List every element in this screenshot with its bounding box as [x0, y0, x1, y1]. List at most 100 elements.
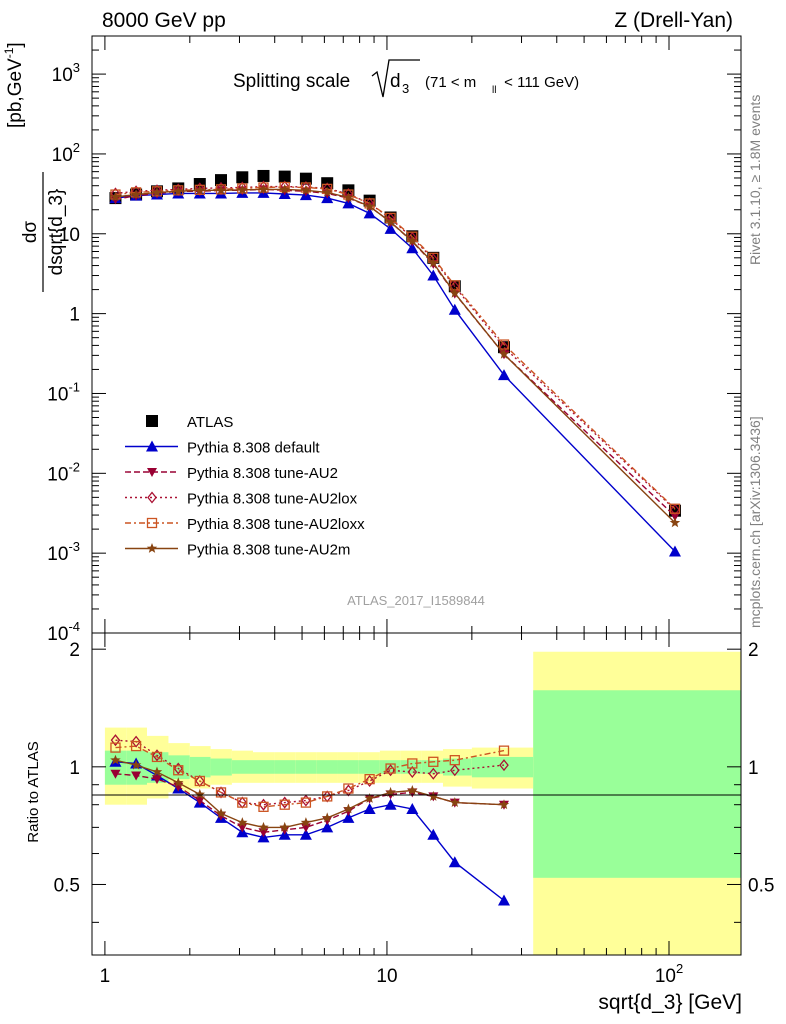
point-au2m [279, 821, 290, 832]
legend-label-au2loxx: Pythia 8.308 tune-AU2loxx [187, 516, 365, 533]
point-au2loxx [279, 799, 290, 810]
x-tick-label-2: 102 [655, 961, 683, 987]
point-au2loxx [215, 787, 227, 798]
ratio-y-tick-label-left-2: 2 [69, 640, 80, 661]
point-au2loxx [669, 503, 681, 514]
point-au2loxx [385, 763, 396, 774]
ratio-y-tick-label-left-0: 0.5 [54, 875, 80, 896]
x-tick-label-0: 1 [100, 966, 111, 987]
point-au2loxx [428, 756, 439, 767]
ratio-uncertainty-bands [104, 651, 741, 955]
point-au2lox [499, 759, 509, 772]
point-au2lox [670, 503, 680, 516]
x-axis-label: sqrt{d_3} [GeV] [598, 991, 742, 1014]
point-data [299, 172, 312, 185]
main-y-tick-label-3: 10-1 [47, 379, 80, 405]
point-au2loxx [322, 791, 333, 802]
point-au2loxx [258, 801, 269, 812]
point-au2m [343, 192, 354, 202]
band-inner-10 [316, 760, 338, 774]
point-au2lox [258, 798, 269, 811]
point-au2loxx [130, 740, 142, 752]
band-inner-6 [231, 760, 253, 774]
plot-title-symbol-sub: 3 [402, 81, 409, 96]
point-au2loxx [300, 797, 312, 808]
point-au2m [498, 348, 510, 359]
point-au2loxx [173, 185, 184, 196]
point-default [406, 242, 419, 254]
series-line-au2loxx [115, 745, 505, 808]
main-panel-series [109, 169, 681, 557]
mcplots-reference-label: mcplots.cern.ch [arXiv:1306.3436] [747, 416, 763, 628]
point-au2m [110, 191, 121, 202]
legend-marker-au2 [147, 468, 157, 477]
point-default [299, 828, 312, 840]
point-au2m [322, 812, 333, 823]
point-au2lox [407, 765, 418, 779]
point-default [448, 303, 461, 315]
band-inner-7 [252, 760, 275, 774]
main-y-tick-label-1: 10-3 [47, 539, 80, 565]
point-au2m [173, 185, 184, 196]
point-au2m [258, 183, 269, 194]
point-au2m [237, 817, 248, 827]
rivet-version-label: Rivet 3.1.10, ≥ 1.8M events [747, 95, 763, 265]
point-default [668, 545, 681, 557]
point-data [278, 170, 291, 183]
point-au2lox [364, 774, 375, 788]
point-au2m [151, 766, 163, 777]
y-label-denominator: dsqrt{d_3} [46, 189, 67, 276]
point-au2 [110, 769, 121, 779]
point-au2m [322, 186, 333, 197]
point-au2loxx [449, 755, 460, 766]
point-au2loxx [151, 751, 163, 763]
band-inner-0 [104, 750, 127, 785]
point-au2m [215, 807, 227, 818]
band-inner-18 [533, 690, 741, 878]
main-y-tick-label-7: 103 [52, 60, 80, 86]
point-au2m [300, 817, 312, 827]
y-label-unit: [pb,GeV-1] [2, 42, 26, 128]
main-y-tick-label-4: 1 [69, 305, 80, 326]
legend: ATLAS Pythia 8.308 default Pythia 8.308 tu… [125, 414, 365, 559]
legend-marker-default [146, 440, 158, 452]
point-au2 [151, 775, 162, 785]
series-line-au2 [115, 773, 505, 834]
legend-marker-au2m [146, 543, 158, 553]
ratio-panel-series [109, 734, 510, 906]
plot-title-main: Splitting scale [233, 71, 350, 92]
main-y-tick-label-2: 10-2 [47, 459, 80, 485]
plot-title-cut-tail: < 111 GeV) [500, 74, 579, 91]
plot-title-cut-sub: ll [492, 85, 496, 96]
legend-marker-au2loxx [146, 517, 158, 529]
point-au2 [110, 195, 121, 205]
analysis-id-watermark: ATLAS_2017_I1589844 [347, 593, 485, 608]
series-line-au2m [115, 759, 505, 829]
point-au2lox [173, 762, 184, 775]
point-data [257, 169, 270, 182]
band-inner-8 [274, 760, 296, 774]
point-au2 [194, 796, 205, 806]
band-inner-9 [295, 760, 317, 774]
point-au2m [173, 777, 184, 788]
point-default [384, 798, 397, 810]
point-au2m [279, 183, 290, 194]
point-au2lox [194, 182, 205, 195]
point-default [497, 894, 510, 906]
point-au2lox [152, 749, 162, 762]
point-au2m [407, 235, 418, 246]
point-au2lox [279, 796, 290, 809]
point-default [427, 828, 440, 840]
main-y-tick-label-5: 10 [59, 225, 80, 246]
point-au2m [385, 216, 396, 227]
point-au2lox [301, 794, 311, 807]
point-default [406, 802, 419, 814]
header-right: Z (Drell-Yan) [614, 9, 733, 32]
point-au2m [258, 821, 269, 832]
ratio-panel-frame [91, 632, 742, 956]
ratio-y-axis-label: Ratio to ATLAS [25, 741, 42, 842]
main-y-axis-label: dσ dsqrt{d_3} [20, 172, 67, 292]
point-au2m [300, 184, 312, 195]
point-default [321, 821, 334, 833]
point-au2m [215, 184, 227, 195]
